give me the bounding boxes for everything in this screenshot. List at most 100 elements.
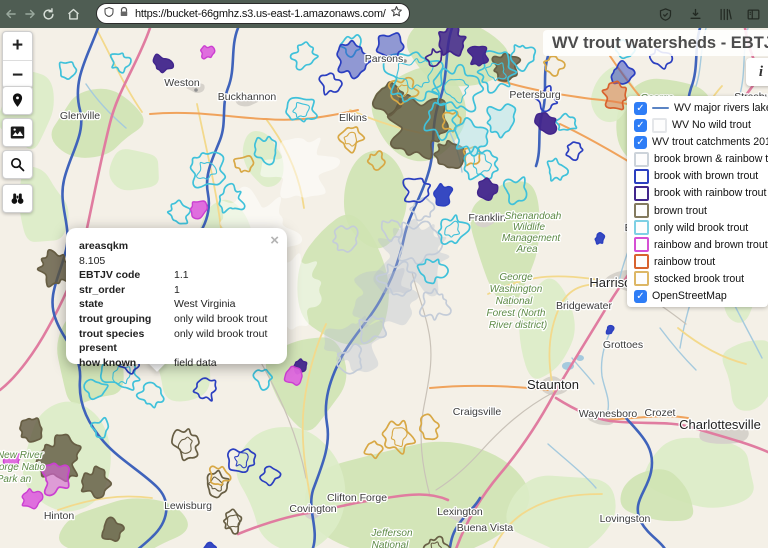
legend-label: stocked brook trout — [654, 272, 745, 285]
square-swatch-icon — [634, 220, 649, 236]
square-swatch-icon — [634, 271, 649, 287]
map-label: George — [499, 272, 533, 283]
legend-item-brook-brown-rainbow-trout: brook brown & rainbow trout — [634, 151, 768, 167]
binoculars-icon — [11, 193, 24, 204]
legend-label: rainbow trout — [654, 255, 716, 268]
attribute-label: trout species present — [79, 327, 145, 355]
map-label: Gorge Natio — [0, 462, 45, 473]
map-label: Grottoes — [603, 339, 643, 351]
url-text[interactable]: https://bucket-66gmhz.s3.us-east-1.amazo… — [135, 7, 386, 20]
square-swatch-icon — [634, 168, 649, 184]
legend-item-stocked-brook-trout: stocked brook trout — [634, 271, 768, 287]
checkbox[interactable]: ✓ — [634, 289, 647, 303]
map-pin-icon — [12, 93, 23, 107]
legend-item-brook-with-brown-trout: brook with brown trout — [634, 168, 768, 184]
square-swatch-icon — [634, 185, 649, 201]
legend-label: WV No wild trout — [672, 119, 751, 132]
legend-label: brook brown & rainbow trout — [654, 153, 768, 166]
map-label: National — [372, 540, 409, 548]
page-title: WV trout watersheds - EBTJV — [543, 30, 768, 56]
map-label: Elkins — [339, 112, 367, 124]
attribute-label: how known — [79, 356, 137, 369]
attribute-label: areasqkm — [79, 240, 129, 252]
search-icon — [10, 157, 25, 172]
locate-marker-button[interactable] — [2, 86, 33, 115]
menu-icon[interactable] — [763, 3, 768, 25]
map-label: Glenville — [60, 110, 100, 122]
protections-shield-icon[interactable] — [653, 3, 677, 25]
back-icon[interactable] — [2, 3, 19, 25]
forward-icon[interactable] — [21, 3, 38, 25]
find-feature-button[interactable] — [2, 184, 33, 213]
popup-attribute-row: how known field data — [79, 356, 275, 371]
map-label: Waynesboro — [579, 408, 638, 420]
lock-icon[interactable] — [118, 5, 130, 23]
map-label: Area — [515, 244, 538, 255]
sidebar-icon[interactable] — [741, 3, 765, 25]
map-label: Buena Vista — [457, 522, 514, 534]
map-label: Petersburg — [509, 89, 561, 101]
map-label: Hinton — [44, 510, 75, 522]
legend-label: OpenStreetMap — [652, 290, 727, 303]
map-label: Bridgewater — [556, 300, 613, 312]
popup-close-icon[interactable]: × — [270, 232, 279, 249]
legend-label: WV trout catchments 2016 — [652, 136, 768, 149]
map-label: Jefferson — [370, 528, 413, 539]
map-label: Management — [502, 233, 562, 244]
legend-item-wv-major-rivers-lakes: ✓ WV major rivers lakes — [634, 101, 768, 115]
map-label: Shenandoah — [505, 211, 562, 222]
map-label: Washington — [490, 284, 543, 295]
checkbox[interactable]: ✓ — [634, 135, 647, 149]
legend-label: rainbow and brown trout — [654, 238, 768, 251]
map-label: National — [496, 296, 533, 307]
url-bar[interactable]: https://bucket-66gmhz.s3.us-east-1.amazo… — [96, 3, 410, 24]
zoom-in-button[interactable]: + — [3, 32, 32, 61]
map-label: Franklin — [468, 212, 506, 224]
square-swatch-icon — [634, 254, 649, 270]
legend-item-brown-trout: brown trout — [634, 203, 768, 219]
popup-attribute-row: str_order 1 — [79, 283, 275, 298]
square-swatch-icon — [634, 151, 649, 167]
checkbox[interactable]: ✓ — [634, 118, 647, 132]
map-label: Wildlife — [513, 222, 546, 233]
download-icon[interactable] — [683, 3, 707, 25]
legend-item-wv-no-wild-trout: ✓ WV No wild trout — [634, 117, 768, 133]
attribute-value: 8.105 — [79, 254, 106, 267]
zoom-out-button[interactable]: − — [11, 64, 24, 86]
map-label: Crozet — [645, 407, 676, 419]
square-swatch-icon — [652, 117, 667, 133]
bookmark-star-icon[interactable] — [390, 5, 403, 23]
legend-item-openstreetmap: ✓ OpenStreetMap — [634, 289, 768, 303]
map-label: Craigsville — [453, 406, 502, 418]
attribute-value: only wild brook trout — [174, 312, 268, 325]
map-label: Lexington — [437, 506, 483, 518]
popup-attribute-row: EBTJV code 1.1 — [79, 268, 275, 283]
home-icon[interactable] — [65, 3, 82, 25]
popup-attribute-row: areasqkm 8.105 — [79, 239, 275, 268]
popup-attribute-row: trout grouping only wild brook trout — [79, 312, 275, 327]
search-button[interactable] — [2, 150, 33, 179]
square-swatch-icon — [634, 237, 649, 253]
map-label: Staunton — [527, 377, 579, 392]
legend-panel: ✓ WV major rivers lakes ✓ WV No wild trout ✓… — [627, 96, 768, 307]
square-swatch-icon — [634, 203, 649, 219]
legend-label: WV major rivers lakes — [674, 102, 768, 114]
library-icon[interactable] — [713, 3, 737, 25]
attribute-label: EBTJV code — [79, 269, 141, 282]
info-button[interactable]: i — [746, 58, 768, 86]
attribute-label: str_order — [79, 283, 126, 296]
map-label: Lovingston — [600, 513, 651, 525]
attribute-value: only wild brook trout — [174, 327, 268, 340]
legend-item-brook-with-rainbow-trout: brook with rainbow trout — [634, 185, 768, 201]
export-image-button[interactable] — [2, 118, 33, 147]
checkbox[interactable]: ✓ — [634, 101, 647, 115]
reload-icon[interactable] — [40, 3, 57, 25]
map-label: Buckhannon — [218, 91, 277, 103]
zoom-control: + − — [2, 31, 33, 89]
shield-icon[interactable] — [103, 5, 115, 23]
attribute-label: trout grouping — [79, 312, 152, 325]
legend-label: brown trout — [654, 204, 707, 217]
attribute-value: West Virginia — [174, 298, 236, 311]
